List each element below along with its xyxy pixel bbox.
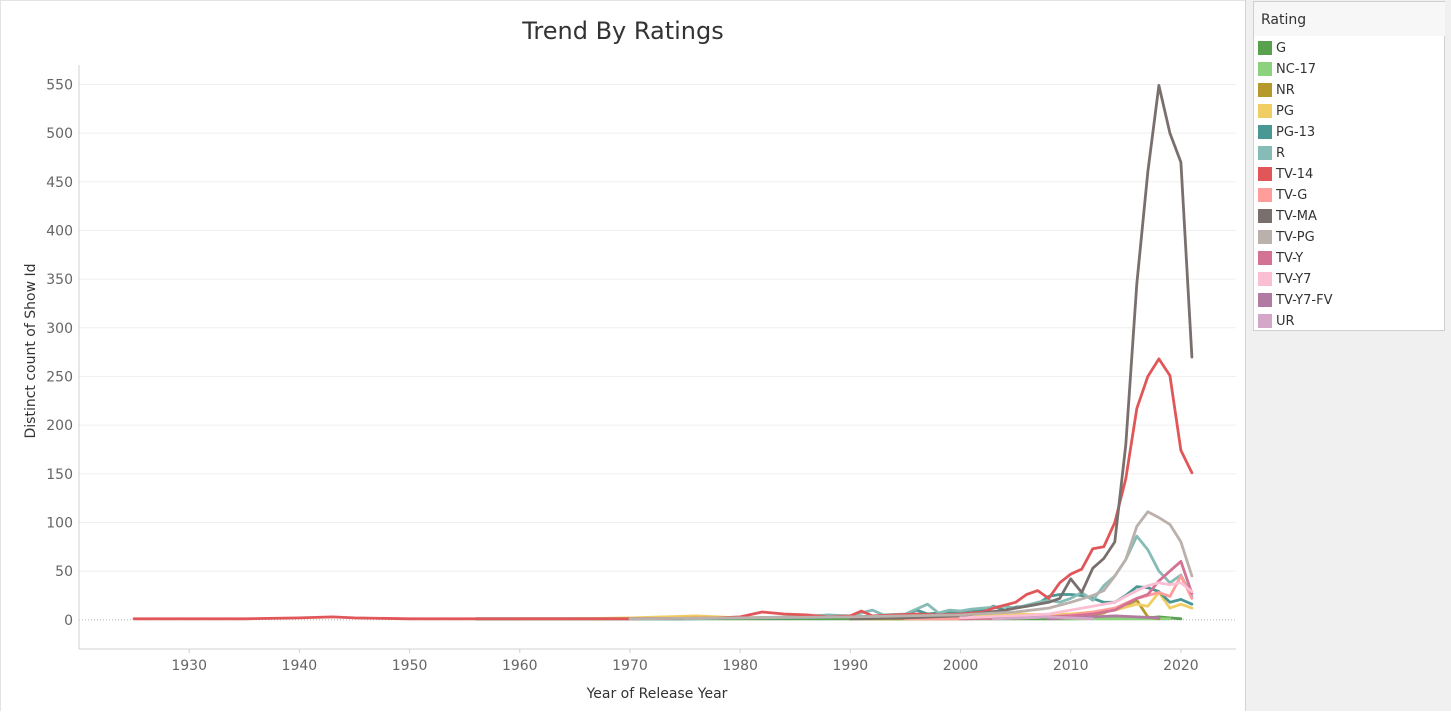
legend-label: PG-13 [1276,125,1316,140]
y-tick-label: 400 [46,223,73,239]
legend-item-tv-y[interactable]: TV-Y [1254,248,1444,269]
legend-label: TV-Y [1276,251,1304,266]
legend-pane: Rating G NC-17 NR PG PG-13 R TV-14 TV-G TV-MA TV-… [1245,0,1451,711]
legend-swatch [1258,188,1272,202]
y-tick-label: 450 [46,175,73,191]
x-tick-label: 1980 [722,658,758,674]
x-tick-label: 2010 [1053,658,1089,674]
series-line-tv-pg[interactable] [628,510,1194,621]
chart-pane: Trend By Ratings 0 50 100 150 200 250 300 350 40… [0,0,1245,711]
legend-item-ur[interactable]: UR [1254,311,1444,332]
x-tick-label: 1960 [502,658,538,674]
x-tick-label: 1970 [612,658,648,674]
legend-swatch [1258,251,1272,265]
legend-swatch [1258,230,1272,244]
legend-item-nc-17[interactable]: NC-17 [1254,59,1444,80]
legend-item-pg[interactable]: PG [1254,101,1444,122]
y-axis-label: Distinct count of Show Id [23,264,39,439]
legend-item-r[interactable]: R [1254,143,1444,164]
legend-label: TV-14 [1276,167,1314,182]
series-lines [132,84,1194,621]
legend-item-tv-pg[interactable]: TV-PG [1254,227,1444,248]
x-tick-label: 1990 [833,658,869,674]
x-axis-label: Year of Release Year [586,686,728,702]
legend-item-tv-g[interactable]: TV-G [1254,185,1444,206]
legend-label: TV-Y7-FV [1276,293,1333,308]
legend-swatch [1258,83,1272,97]
legend-item-tv-ma[interactable]: TV-MA [1254,206,1444,227]
chart-title: Trend By Ratings [521,17,724,45]
legend-label: TV-PG [1276,230,1315,245]
legend-swatch [1258,293,1272,307]
legend-item-pg-13[interactable]: PG-13 [1254,122,1444,143]
legend-swatch [1258,62,1272,76]
x-tick-label: 1940 [282,658,318,674]
y-tick-label: 150 [46,467,73,483]
legend-label: NR [1276,83,1295,98]
axes: 0 50 100 150 200 250 300 350 400 450 500 550 1930 194… [46,65,1236,674]
y-tick-label: 300 [46,321,73,337]
legend-item-nr[interactable]: NR [1254,80,1444,101]
legend-label: PG [1276,104,1294,119]
series-line-ur[interactable] [992,615,1095,621]
legend-item-tv-y7-fv[interactable]: TV-Y7-FV [1254,290,1444,311]
y-tick-label: 550 [46,77,73,93]
legend-label: NC-17 [1276,62,1317,77]
grid-lines [79,83,1236,621]
legend-item-tv-14[interactable]: TV-14 [1254,164,1444,185]
x-tick-label: 1950 [392,658,428,674]
line-chart: Trend By Ratings 0 50 100 150 200 250 300 350 40… [23,17,1236,702]
legend-swatch [1258,209,1272,223]
legend-label: R [1276,146,1286,161]
y-tick-label: 200 [46,418,73,434]
y-tick-label: 100 [46,515,73,531]
legend-swatch [1258,104,1272,118]
y-tick-label: 250 [46,369,73,385]
y-tick-label: 50 [55,564,73,580]
legend-swatch [1258,41,1272,55]
legend-swatch [1258,314,1272,328]
legend-swatch [1258,125,1272,139]
legend-label: TV-MA [1276,209,1317,224]
legend-item-g[interactable]: G [1254,38,1444,59]
legend: Rating G NC-17 NR PG PG-13 R TV-14 TV-G TV-MA TV-… [1253,1,1445,331]
legend-label: UR [1276,314,1295,329]
x-tick-label: 1930 [171,658,207,674]
legend-label: G [1276,41,1287,56]
y-tick-label: 350 [46,272,73,288]
legend-swatch [1258,146,1272,160]
x-tick-label: 2020 [1163,658,1199,674]
series-line-tv-14[interactable] [132,357,1194,621]
x-tick-label: 2000 [943,658,979,674]
legend-item-tv-y7[interactable]: TV-Y7 [1254,269,1444,290]
y-tick-label: 0 [64,613,73,629]
y-tick-label: 500 [46,126,73,142]
legend-swatch [1258,167,1272,181]
legend-label: TV-Y7 [1276,272,1312,287]
legend-title: Rating [1254,2,1445,36]
legend-label: TV-G [1276,188,1308,203]
legend-swatch [1258,272,1272,286]
series-line-tv-y7[interactable] [959,581,1194,620]
